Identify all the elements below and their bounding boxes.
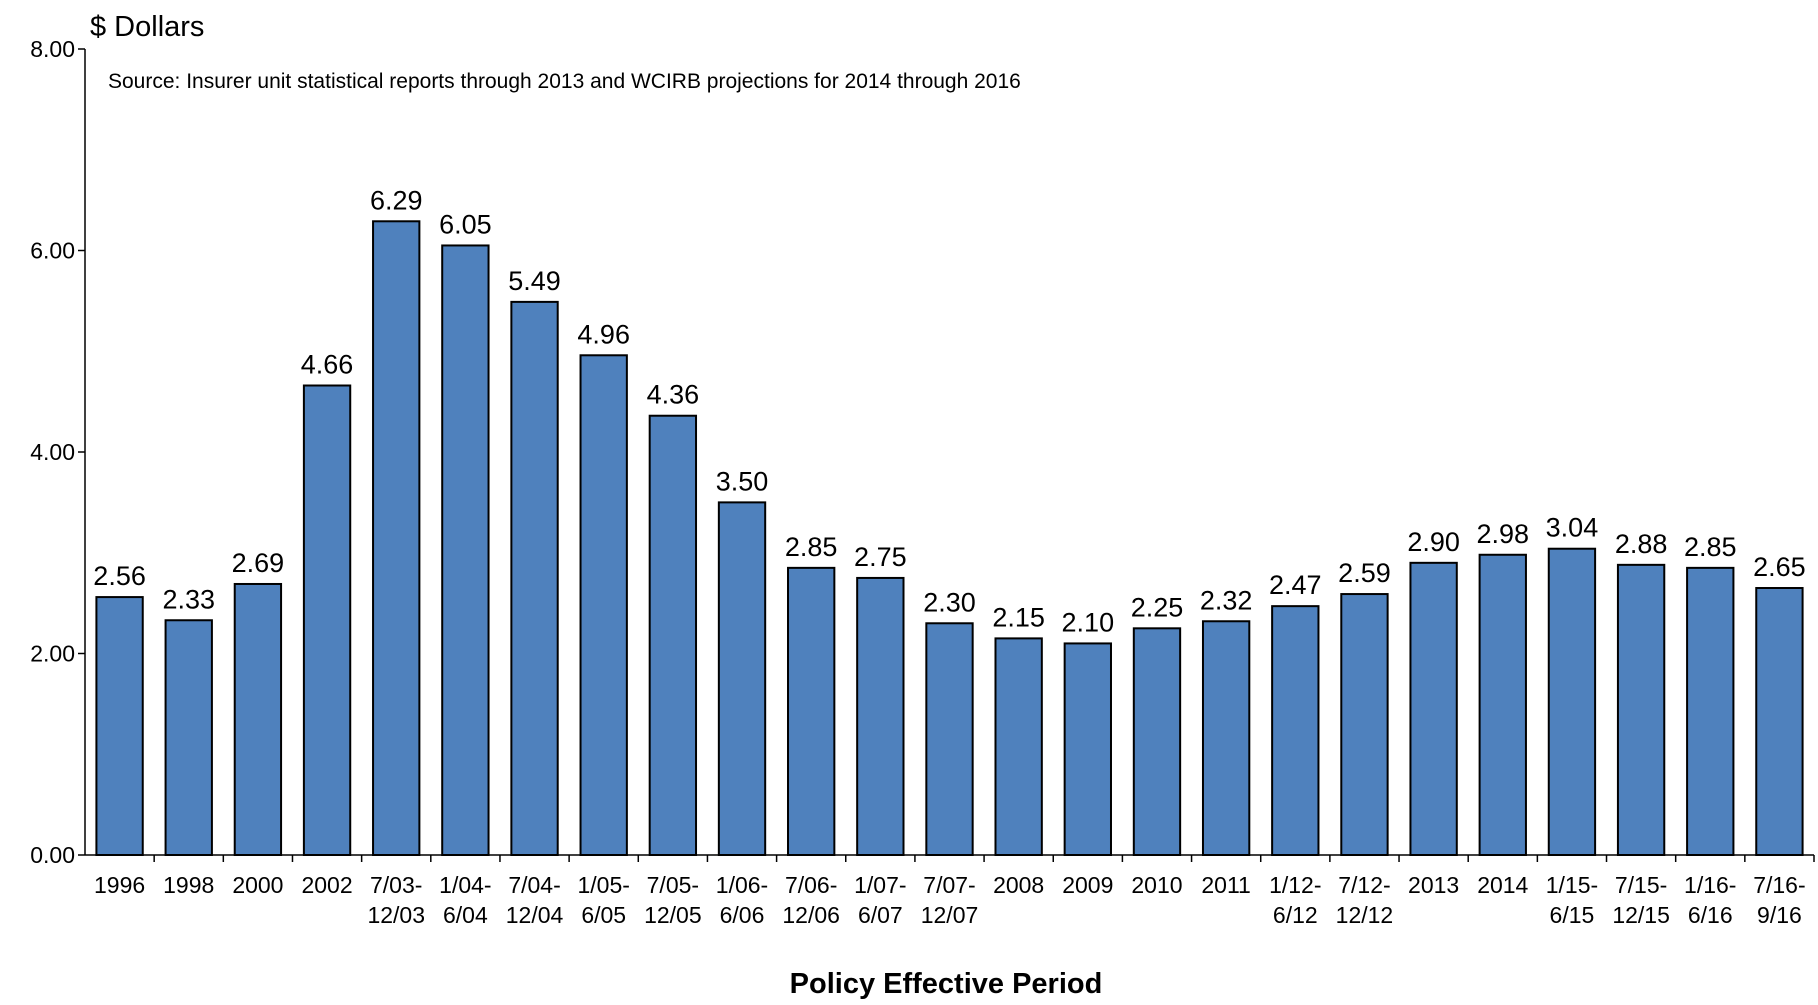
bar <box>994 637 1043 857</box>
bar <box>233 582 283 856</box>
x-tick-label: 1/12-6/12 <box>1269 872 1321 928</box>
y-axis-label: $ Dollars <box>90 11 204 43</box>
value-label: 2.90 <box>1407 527 1460 557</box>
value-label: 2.32 <box>1200 585 1253 615</box>
x-tick-label: 2009 <box>1062 872 1113 898</box>
bar <box>510 300 559 856</box>
value-label: 2.85 <box>785 532 838 562</box>
bar <box>1271 605 1320 857</box>
x-tick-label: 7/15-12/15 <box>1612 872 1670 928</box>
x-tick-label: 2010 <box>1131 872 1182 898</box>
y-tick-label: 0.00 <box>30 842 75 868</box>
x-tick-label: 2000 <box>232 872 283 898</box>
bar <box>1409 561 1458 856</box>
bar <box>372 220 421 857</box>
value-label: 5.49 <box>508 266 561 296</box>
x-tick-label: 1/06-6/06 <box>716 872 768 928</box>
x-tick-label: 2008 <box>993 872 1044 898</box>
y-tick-label: 6.00 <box>30 238 75 264</box>
bar <box>856 576 905 856</box>
bar <box>1478 553 1527 856</box>
bar <box>1616 563 1666 857</box>
bar <box>1063 642 1112 856</box>
bar <box>1547 547 1597 856</box>
bar <box>302 384 352 856</box>
x-tick-label: 7/05-12/05 <box>644 872 702 928</box>
x-tick-label: 1/04-6/04 <box>439 872 491 928</box>
bar <box>164 619 213 856</box>
x-axis-label: Policy Effective Period <box>790 968 1103 1000</box>
value-label: 2.30 <box>923 587 976 617</box>
value-label: 2.59 <box>1338 558 1391 588</box>
bar <box>579 354 628 856</box>
value-label: 2.25 <box>1131 592 1184 622</box>
x-tick-label: 1/16-6/16 <box>1684 872 1736 928</box>
value-label: 3.04 <box>1546 513 1599 543</box>
source-note: Source: Insurer unit statistical reports… <box>108 70 1021 93</box>
x-tick-label: 1996 <box>94 872 145 898</box>
value-label: 4.96 <box>577 319 630 349</box>
value-label: 2.75 <box>854 542 907 572</box>
x-tick-label: 1/05-6/05 <box>577 872 629 928</box>
value-label: 2.65 <box>1753 552 1806 582</box>
value-label: 2.85 <box>1684 532 1737 562</box>
x-tick-label: 7/06-12/06 <box>782 872 840 928</box>
value-label: 2.69 <box>232 548 285 578</box>
bar <box>95 596 144 857</box>
x-tick-label: 1/15-6/15 <box>1546 872 1598 928</box>
value-label: 6.05 <box>439 209 492 239</box>
value-label: 3.50 <box>716 466 769 496</box>
bar <box>648 414 698 856</box>
x-tick-label: 7/07-12/07 <box>921 872 979 928</box>
y-tick-label: 2.00 <box>30 641 75 667</box>
x-tick-label: 1/07-6/07 <box>854 872 906 928</box>
bar <box>1132 627 1182 856</box>
x-tick-label: 7/03-12/03 <box>367 872 425 928</box>
x-tick-label: 2002 <box>301 872 352 898</box>
value-label: 4.36 <box>647 380 700 410</box>
bar <box>1340 593 1389 856</box>
value-label: 2.10 <box>1062 607 1115 637</box>
bar <box>925 622 974 857</box>
value-label: 2.33 <box>162 584 215 614</box>
bar <box>1686 566 1735 856</box>
x-tick-label: 7/04-12/04 <box>506 872 564 928</box>
bar <box>1755 587 1804 856</box>
y-tick-label: 8.00 <box>30 36 75 62</box>
value-label: 2.47 <box>1269 570 1322 600</box>
value-label: 6.29 <box>370 185 423 215</box>
value-label: 2.15 <box>992 602 1045 632</box>
x-tick-label: 2011 <box>1201 872 1250 898</box>
x-tick-label: 7/16-9/16 <box>1753 872 1805 928</box>
x-tick-label: 7/12-12/12 <box>1336 872 1394 928</box>
value-label: 4.66 <box>301 350 354 380</box>
bar <box>787 566 836 856</box>
bar <box>441 244 490 856</box>
value-label: 2.88 <box>1615 529 1668 559</box>
x-tick-label: 2013 <box>1408 872 1459 898</box>
value-label: 2.98 <box>1476 519 1529 549</box>
x-tick-label: 2014 <box>1477 872 1528 898</box>
bar <box>717 501 767 856</box>
y-tick-label: 4.00 <box>30 439 75 465</box>
value-label: 2.56 <box>93 561 146 591</box>
bar <box>1201 620 1251 857</box>
x-tick-label: 1998 <box>163 872 214 898</box>
